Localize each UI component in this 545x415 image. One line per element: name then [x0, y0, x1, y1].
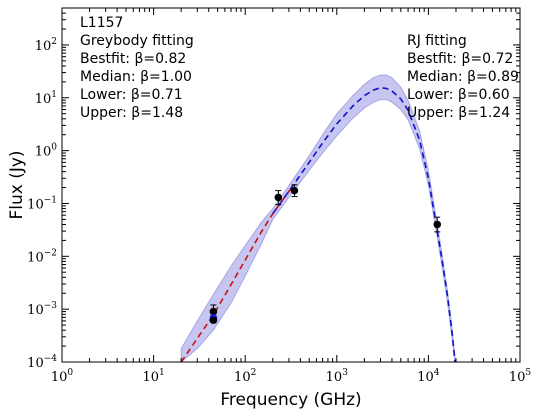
- y-tick-label: 10−3: [27, 301, 57, 318]
- y-axis-title: Flux (Jy): [7, 150, 27, 219]
- plot-frame: [61, 7, 521, 363]
- data-point-layer: [209, 184, 442, 324]
- fit-curve: [272, 86, 456, 362]
- annotation-line: Bestfit: β=0.72: [407, 51, 513, 67]
- annotation-line: L1157: [80, 15, 123, 31]
- y-tick-label: 100: [35, 143, 58, 160]
- x-tick-label: 105: [509, 368, 532, 385]
- x-tick-label: 104: [417, 368, 440, 385]
- annotation-line: Lower: β=0.60: [407, 87, 510, 103]
- x-tick-label: 101: [142, 368, 164, 385]
- greybody-annotation: L1157 Greybody fitting Bestfit: β=0.82 M…: [80, 15, 194, 121]
- annotation-line: Median: β=0.89: [407, 69, 519, 85]
- data-point: [209, 307, 218, 316]
- x-tick-label: 102: [234, 368, 256, 385]
- fit-curve-layer: [180, 86, 456, 362]
- x-tick-label: 103: [326, 368, 349, 385]
- annotation-line: RJ fitting: [407, 33, 467, 49]
- annotation-line: Upper: β=1.24: [407, 105, 510, 121]
- x-axis-title: Frequency (GHz): [220, 390, 361, 410]
- annotation-line: Greybody fitting: [80, 33, 194, 49]
- y-tick-label: 10−1: [27, 195, 57, 212]
- axis-tick-layer: 100 101 102 103 104 105 10−4 10−3 10−2 10−1 100 101…: [27, 7, 532, 385]
- data-point: [274, 193, 283, 202]
- data-point: [209, 316, 218, 324]
- annotation-line: Median: β=1.00: [80, 69, 192, 85]
- confidence-band-layer: [180, 74, 456, 362]
- confidence-band: [180, 74, 456, 362]
- y-tick-label: 10−2: [27, 248, 57, 265]
- annotation-line: Lower: β=0.71: [80, 87, 183, 103]
- annotation-line: Upper: β=1.48: [80, 105, 183, 121]
- annotation-line: Bestfit: β=0.82: [80, 51, 186, 67]
- x-tick-label: 100: [51, 368, 74, 385]
- data-point: [290, 186, 299, 195]
- data-point: [433, 220, 442, 229]
- y-tick-label: 10−4: [27, 354, 57, 371]
- y-tick-label: 101: [35, 90, 57, 107]
- y-tick-label: 102: [35, 37, 57, 54]
- rj-annotation: RJ fitting Bestfit: β=0.72 Median: β=0.8…: [407, 33, 519, 121]
